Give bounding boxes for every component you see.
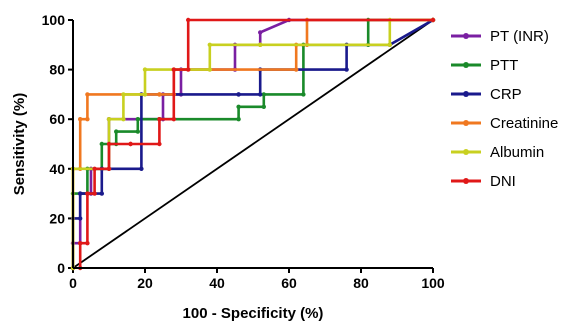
data-point-creatinine: [85, 117, 90, 122]
data-point-crp: [344, 67, 349, 72]
legend-label: PT (INR): [490, 28, 549, 45]
legend: PT (INR) PTT CRP Creatinine Albumin DNI: [451, 28, 558, 190]
data-point-dni: [171, 67, 176, 72]
legend-item-dni: DNI: [451, 173, 516, 190]
series-dni: [78, 17, 436, 271]
data-point-dni: [157, 117, 162, 122]
legend-item-creatinine: Creatinine: [451, 115, 558, 132]
legend-marker: [463, 149, 469, 155]
data-point-albumin: [142, 92, 148, 97]
data-point-dni: [85, 191, 90, 196]
data-point-crp: [78, 191, 83, 196]
y-tick-label: 40: [49, 161, 65, 177]
data-point-dni: [92, 166, 97, 171]
data-point-ptt: [236, 117, 241, 122]
data-point-crp: [139, 166, 144, 171]
data-point-dni: [85, 241, 90, 246]
data-point-creatinine: [85, 92, 90, 97]
legend-marker: [463, 33, 469, 39]
y-axis-title: Sensitivity (%): [11, 93, 28, 196]
data-point-crp: [99, 191, 105, 196]
data-point-dni: [186, 17, 191, 23]
data-point-creatinine: [294, 67, 299, 72]
legend-marker: [463, 62, 469, 68]
data-point-crp: [236, 92, 241, 97]
data-point-albumin: [121, 92, 126, 97]
legend-label: DNI: [490, 173, 516, 190]
legend-item-ptt: PTT: [451, 57, 518, 74]
data-point-crp: [258, 92, 263, 97]
data-point-creatinine: [78, 117, 83, 122]
data-point-creatinine: [157, 92, 162, 97]
data-point-dni: [106, 141, 112, 147]
data-point-dni: [78, 241, 83, 246]
legend-label: CRP: [490, 86, 522, 103]
reference-diagonal-line: [72, 19, 434, 269]
x-tick-label: 20: [137, 275, 153, 291]
legend-marker: [463, 91, 469, 97]
x-tick-label: 60: [281, 275, 297, 291]
data-point-ptt: [261, 104, 266, 110]
data-point-ptt: [261, 92, 266, 97]
data-point-albumin: [121, 117, 126, 122]
data-point-albumin: [142, 67, 148, 72]
y-tick-label: 80: [49, 62, 65, 78]
legend-item-crp: CRP: [451, 86, 522, 103]
data-point-dni: [128, 141, 133, 147]
data-point-ptt: [135, 129, 140, 134]
x-tick-label: 0: [69, 275, 77, 291]
data-point-dni: [106, 166, 112, 171]
data-point-albumin: [387, 42, 392, 47]
data-point-albumin: [106, 117, 112, 122]
data-point-albumin: [207, 42, 212, 47]
series-line-dni: [78, 18, 433, 268]
data-point-dni: [186, 67, 191, 72]
x-tick-label: 40: [209, 275, 225, 291]
legend-item-pt-inr: PT (INR): [451, 28, 549, 45]
x-tick-label: 100: [421, 275, 445, 291]
data-point-ptt: [114, 129, 119, 134]
data-point-ptt: [135, 117, 140, 122]
legend-item-albumin: Albumin: [451, 144, 544, 161]
data-point-crp: [78, 216, 83, 221]
y-tick-label: 100: [42, 12, 66, 28]
data-point-ptt: [99, 141, 105, 147]
y-tick-label: 0: [57, 260, 65, 276]
tick-labels: 0 20 40 60 80 100 0 20 40 60 80 100: [42, 12, 445, 291]
data-point-ptt: [236, 104, 241, 110]
series-layer: [70, 17, 436, 271]
data-point-dni: [157, 141, 162, 147]
legend-marker: [463, 120, 469, 126]
data-point-pt-inr: [258, 30, 263, 35]
legend-label: Albumin: [490, 144, 544, 161]
x-tick-label: 80: [353, 275, 369, 291]
y-tick-label: 60: [49, 111, 65, 127]
legend-label: PTT: [490, 57, 518, 74]
data-point-dni: [430, 17, 436, 23]
data-point-dni: [171, 117, 176, 122]
legend-marker: [463, 178, 469, 184]
x-axis-title: 100 - Specificity (%): [183, 305, 324, 322]
data-point-albumin: [207, 67, 212, 72]
legend-label: Creatinine: [490, 115, 558, 132]
y-tick-label: 20: [49, 210, 65, 226]
data-point-dni: [92, 191, 97, 196]
data-point-ptt: [301, 92, 306, 97]
data-point-albumin: [258, 42, 263, 47]
